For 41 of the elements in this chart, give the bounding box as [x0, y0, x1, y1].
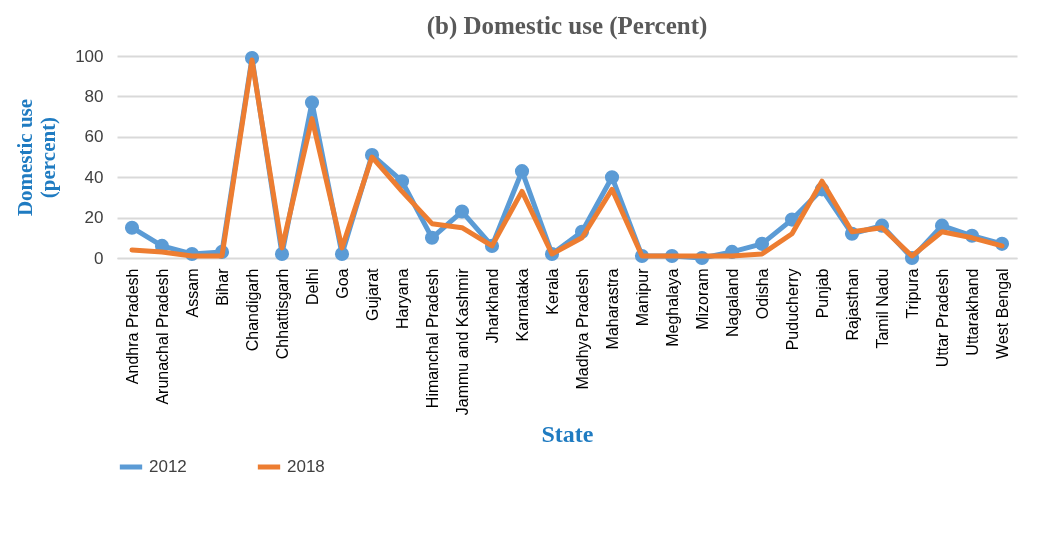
x-tick-label: Uttar Pradesh	[933, 268, 951, 368]
x-tick-label: Punjab	[813, 268, 831, 319]
x-tick-label: Assam	[183, 268, 201, 318]
x-tick-label: Puducherry	[783, 268, 801, 351]
x-tick-label: Himanchal Pradesh	[423, 268, 441, 409]
legend-label: 2018	[287, 457, 325, 476]
x-tick-label: Karnataka	[513, 268, 531, 342]
x-tick-label: Chhattisgarh	[273, 268, 291, 360]
x-tick-label: Arunachal Pradesh	[153, 268, 171, 405]
x-tick-label: Jharkhand	[483, 268, 501, 344]
x-tick-label: Maharastra	[603, 268, 621, 350]
x-tick-label: Gujarat	[363, 267, 381, 321]
x-tick-label: Odisha	[753, 268, 771, 320]
y-tick-label: 0	[94, 248, 104, 268]
y-axis-title: Domestic use (percent)	[13, 98, 61, 217]
legend-label: 2012	[149, 457, 187, 476]
x-tick-label: Mizoram	[693, 268, 711, 330]
x-axis-title: State	[541, 421, 594, 448]
chart-title: (b) Domestic use (Percent)	[426, 12, 708, 40]
x-tick-label: Nagaland	[723, 268, 741, 337]
x-tick-label: Goa	[333, 268, 351, 299]
y-tick-label: 20	[84, 208, 104, 228]
y-tick-label: 40	[84, 167, 104, 187]
x-tick-label: Uttarakhand	[963, 268, 981, 356]
x-tick-label: Delhi	[303, 268, 321, 305]
x-tick-label: Manipur	[633, 267, 651, 327]
x-tick-label: Bihar	[213, 267, 231, 306]
x-tick-label: West Bengal	[993, 268, 1011, 359]
x-tick-label: Andhra Pradesh	[123, 268, 141, 385]
y-tick-label: 80	[84, 86, 104, 106]
x-tick-label: Tripura	[903, 268, 921, 319]
y-tick-label: 100	[75, 46, 104, 66]
x-tick-label: Haryana	[393, 268, 411, 329]
x-tick-label: Kerala	[543, 268, 561, 315]
x-tick-label: Jammu and Kashmir	[453, 267, 471, 416]
x-tick-label: Madhya Pradesh	[573, 268, 591, 390]
y-tick-label: 60	[84, 127, 104, 147]
x-tick-label: Tamil Nadu	[873, 268, 891, 349]
x-tick-label: Rajasthan	[843, 268, 861, 341]
x-tick-label: Meghalaya	[663, 268, 681, 347]
x-tick-label: Chandigarh	[243, 268, 261, 352]
